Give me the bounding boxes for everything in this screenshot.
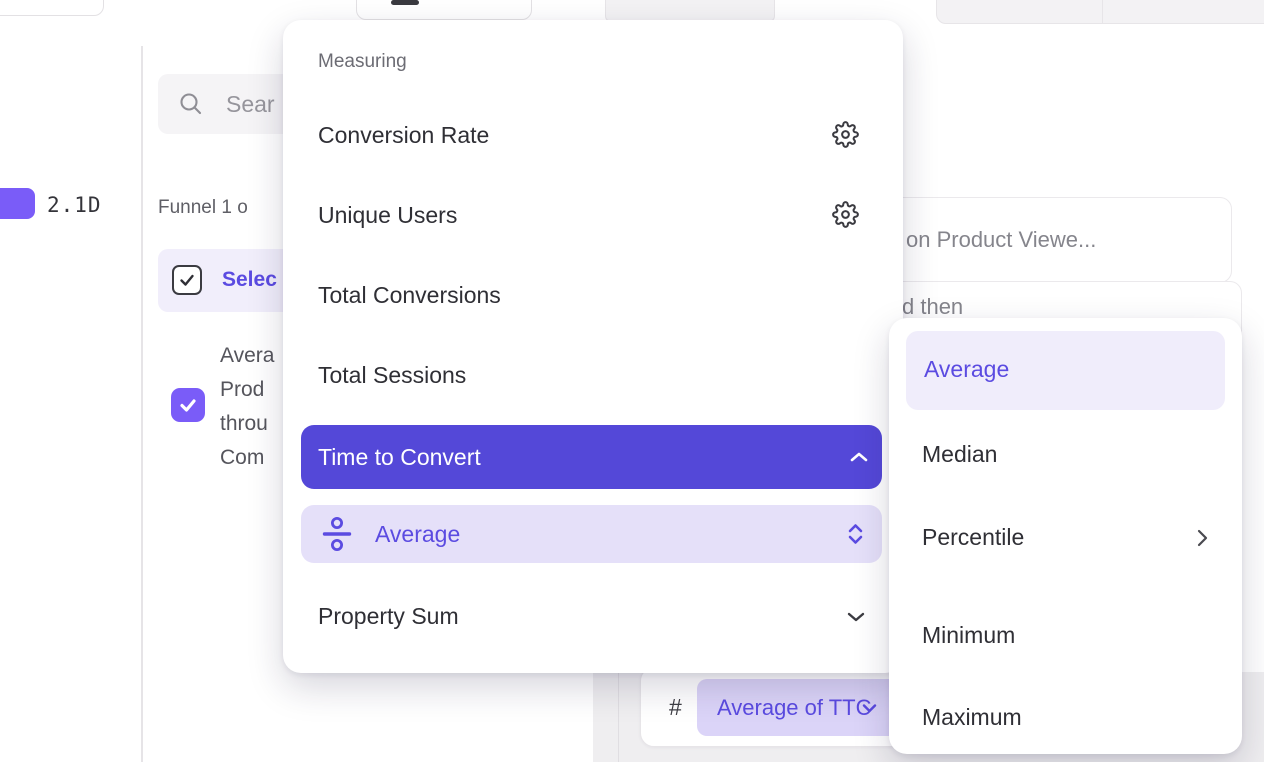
chevron-up-icon	[850, 452, 868, 462]
step-description-line: throu	[220, 412, 268, 435]
checkmark-icon	[180, 274, 194, 286]
chevron-down-icon	[847, 612, 865, 622]
metric-summary-card: # Average of TTC	[640, 667, 917, 747]
aggregation-item-maximum[interactable]: Maximum	[889, 689, 1242, 745]
menu-item-unique-users[interactable]: Unique Users	[283, 183, 903, 247]
then-label: d then	[902, 294, 964, 319]
measuring-menu-title: Measuring	[318, 51, 407, 72]
menu-item-label: Average	[375, 520, 461, 547]
partial-tab-gray-1[interactable]	[605, 0, 775, 22]
partial-tab-gray-3[interactable]	[1102, 0, 1264, 24]
menu-item-label: Time to Convert	[318, 443, 481, 470]
menu-item-conversion-rate[interactable]: Conversion Rate	[283, 103, 903, 167]
aggregation-item-label: Average	[924, 356, 1010, 382]
divide-icon	[321, 515, 353, 553]
bottom-column-divider	[618, 672, 619, 762]
step-checkbox[interactable]	[171, 388, 205, 422]
menu-item-label: Total Conversions	[318, 281, 501, 308]
event-step-card[interactable]: on Product Viewe...	[860, 197, 1232, 283]
partial-tab-gray-2[interactable]	[936, 0, 1105, 24]
segment-color-swatch[interactable]	[0, 188, 35, 219]
measuring-menu: Measuring Conversion Rate Unique Users T…	[283, 20, 903, 673]
aggregation-item-label: Minimum	[922, 621, 1016, 648]
aggregation-menu: Average Median Percentile Minimum Maximu…	[889, 318, 1242, 754]
menu-item-label: Conversion Rate	[318, 121, 490, 148]
segment-duration-label: 2.1D	[47, 193, 102, 217]
partial-card-top-left	[0, 0, 104, 16]
select-steps-label: Selec	[222, 268, 277, 291]
checkmark-icon	[180, 399, 196, 412]
step-description-line: Avera	[220, 344, 275, 367]
menu-item-label: Property Sum	[318, 602, 459, 629]
event-step-title: on Product Viewe...	[906, 227, 1097, 252]
step-description-line: Com	[220, 446, 265, 469]
menu-item-time-to-convert[interactable]: Time to Convert	[301, 425, 882, 489]
step-description-line: Prod	[220, 378, 265, 401]
menu-item-label: Unique Users	[318, 201, 458, 228]
gear-icon[interactable]	[832, 201, 859, 228]
chevron-right-icon	[1197, 529, 1208, 547]
menu-item-total-sessions[interactable]: Total Sessions	[283, 343, 903, 407]
aggregation-item-percentile[interactable]: Percentile	[889, 509, 1242, 565]
chevron-down-icon	[862, 704, 877, 713]
numeric-type-symbol: #	[669, 694, 682, 720]
menu-item-property-sum[interactable]: Property Sum	[283, 584, 903, 648]
left-panel-divider	[141, 46, 143, 762]
gear-icon[interactable]	[832, 121, 859, 148]
search-icon	[180, 93, 202, 115]
aggregation-item-label: Median	[922, 440, 998, 467]
metric-selector-button[interactable]: Average of TTC	[697, 679, 917, 736]
menu-item-label: Total Sessions	[318, 361, 467, 388]
aggregation-item-minimum[interactable]: Minimum	[889, 607, 1242, 663]
aggregation-item-median[interactable]: Median	[889, 426, 1242, 482]
partial-tab-active[interactable]	[356, 0, 532, 20]
funnel-count-label: Funnel 1 o	[158, 197, 248, 218]
menu-item-ttc-aggregation[interactable]: Average	[301, 505, 882, 563]
chevron-up-down-icon	[847, 522, 864, 546]
tab-icon-fragment	[391, 0, 419, 5]
aggregation-item-average[interactable]: Average	[906, 331, 1225, 410]
aggregation-item-label: Percentile	[922, 523, 1025, 550]
metric-selector-label: Average of TTC	[717, 694, 872, 720]
aggregation-item-label: Maximum	[922, 703, 1022, 730]
search-placeholder: Sear	[226, 91, 275, 117]
step-description: Avera Prod throu Com	[220, 339, 274, 475]
menu-item-total-conversions[interactable]: Total Conversions	[283, 263, 903, 327]
select-steps-checkbox[interactable]	[172, 265, 202, 295]
